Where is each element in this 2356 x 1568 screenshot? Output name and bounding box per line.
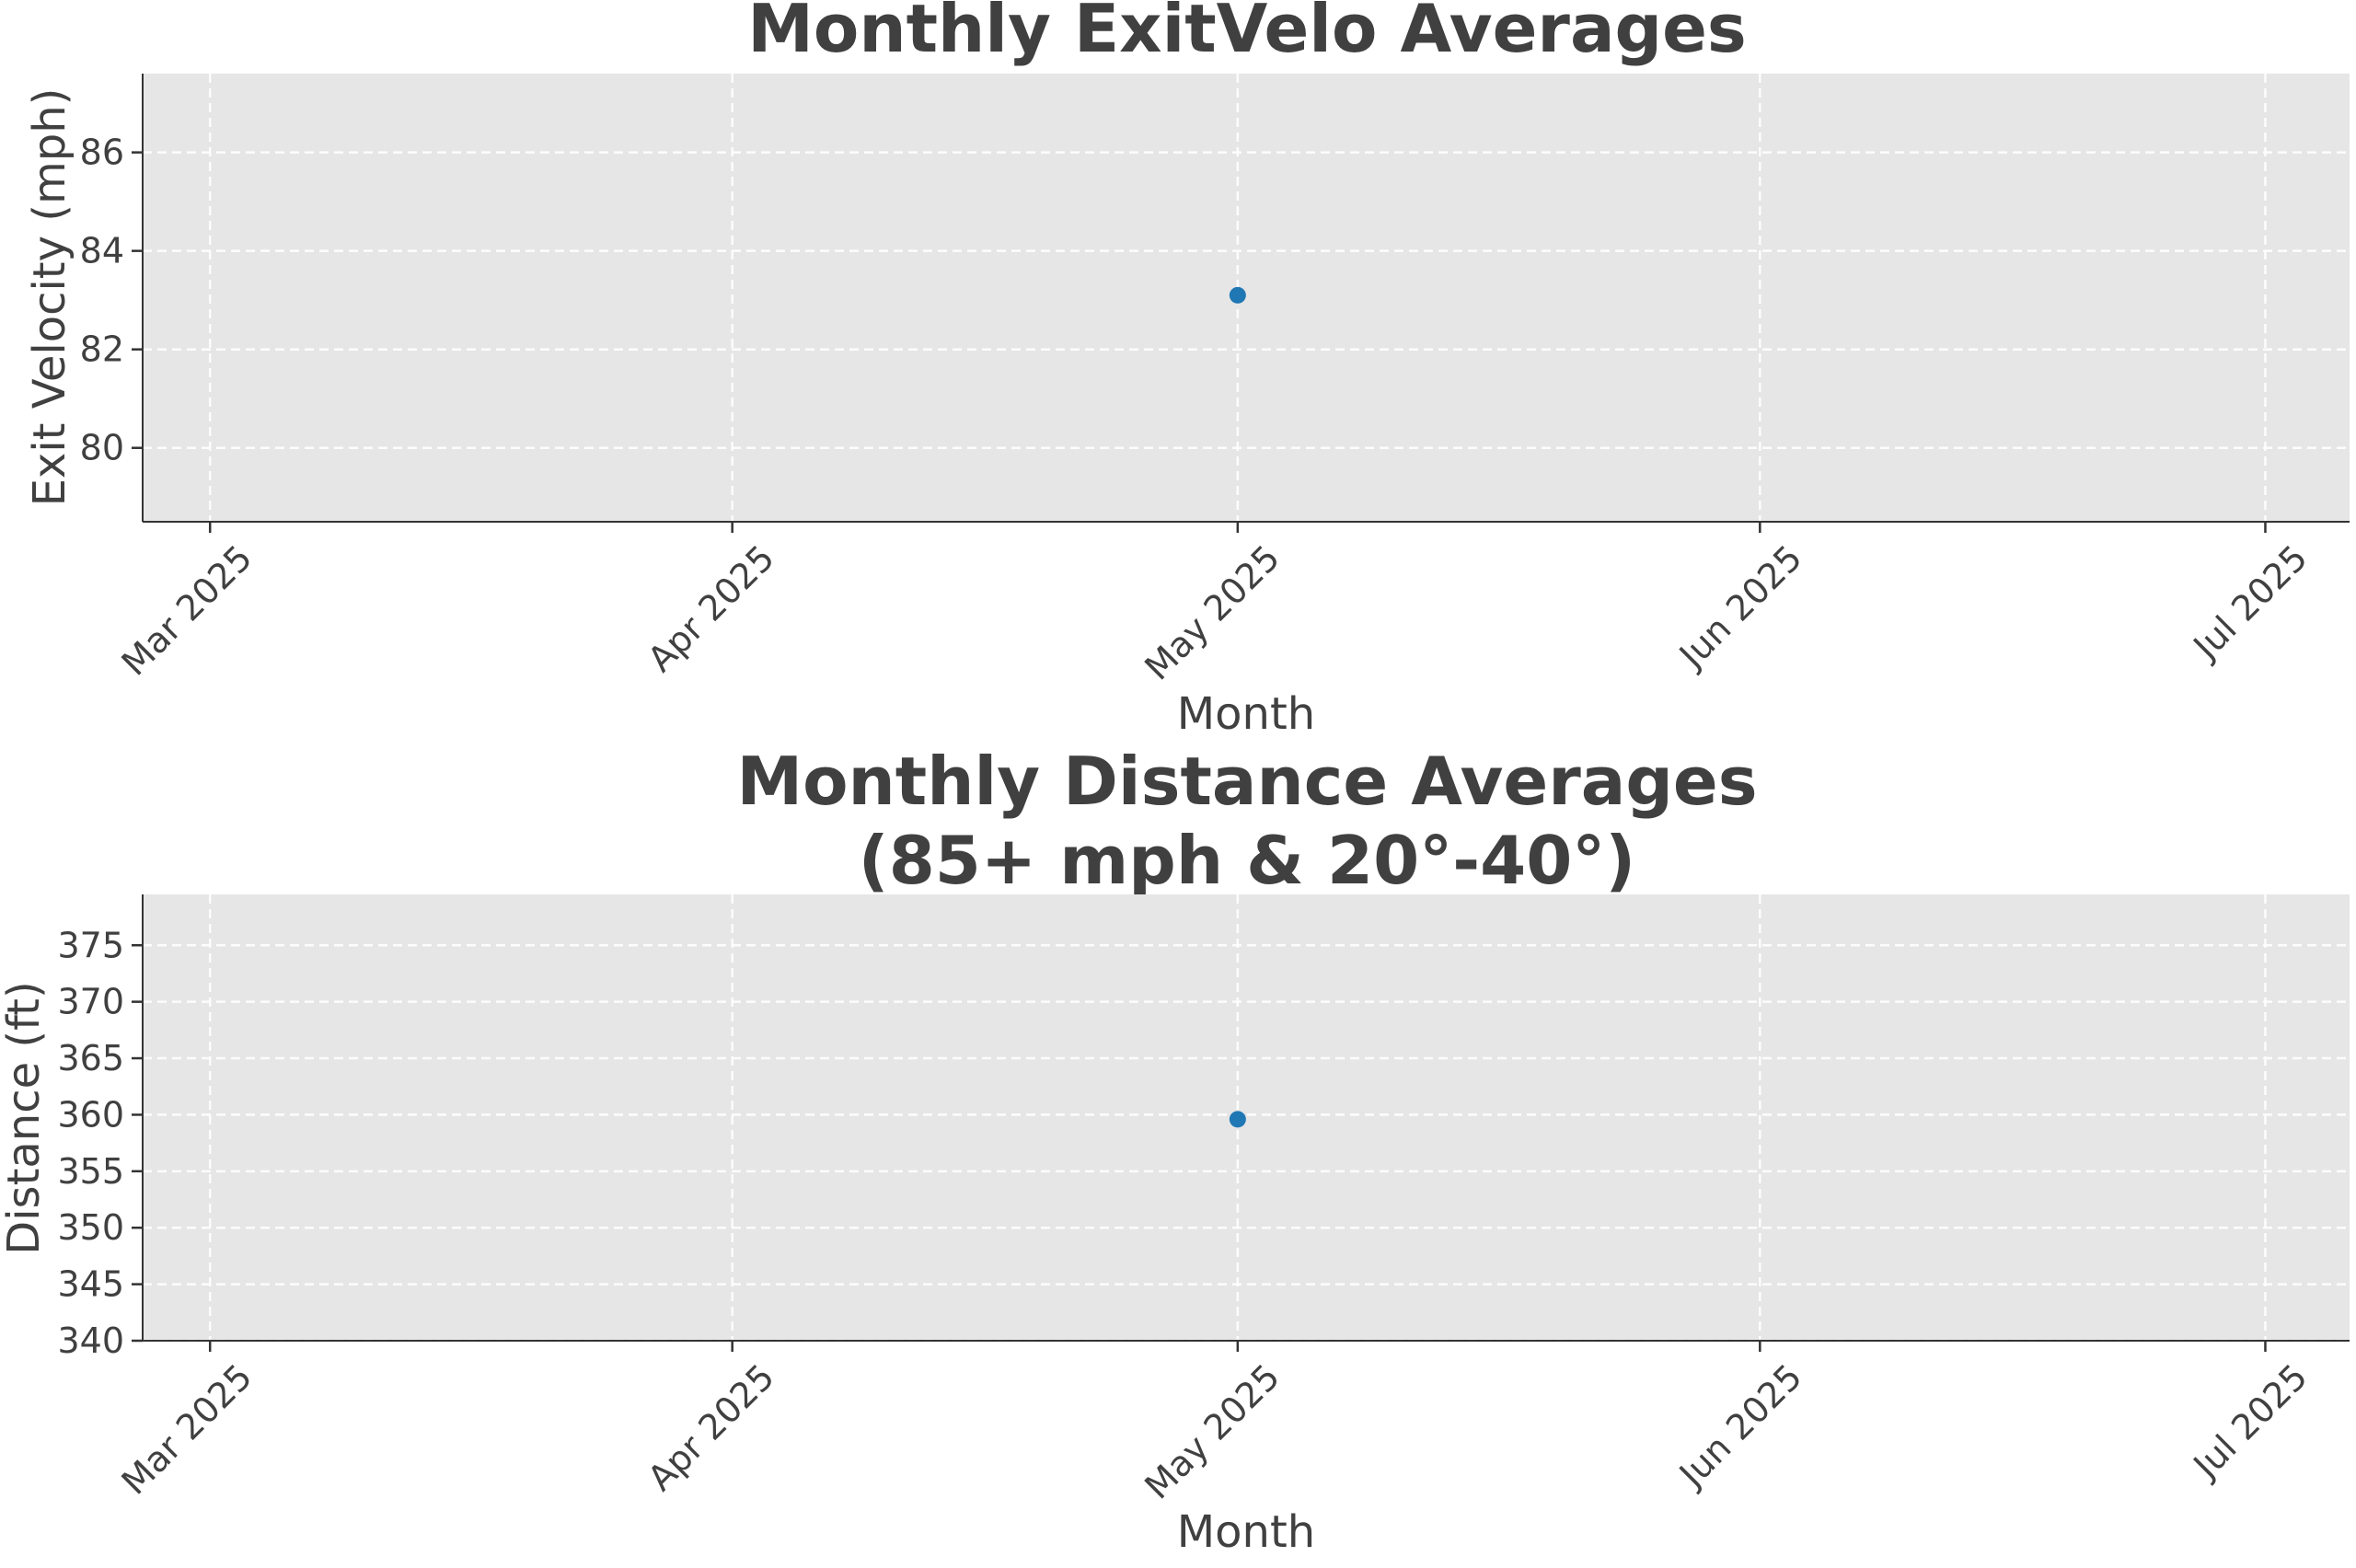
y-tick-label: 345 bbox=[57, 1264, 124, 1305]
y-tick-label: 355 bbox=[57, 1151, 124, 1192]
y-tick-label: 360 bbox=[57, 1094, 124, 1135]
x-tick-label: Mar 2025 bbox=[114, 1356, 260, 1503]
distance-chart: Monthly Distance Averages (85+ mph & 20°… bbox=[0, 743, 2350, 1558]
y-tick-label: 375 bbox=[57, 925, 124, 965]
plot-area bbox=[143, 894, 2350, 1341]
x-ticks: Mar 2025 Apr 2025 May 2025 Jun 2025 Jul 2025 bbox=[114, 522, 2316, 688]
chart-title: Monthly ExitVelo Averages bbox=[747, 0, 1747, 67]
chart-title-line-1: Monthly Distance Averages bbox=[736, 743, 1757, 820]
y-tick-label: 365 bbox=[57, 1038, 124, 1078]
y-tick-label: 350 bbox=[57, 1207, 124, 1248]
y-ticks: 80 82 84 86 bbox=[80, 133, 143, 468]
y-tick-label: 86 bbox=[80, 133, 124, 173]
data-point bbox=[1229, 1111, 1246, 1128]
x-tick-label: Apr 2025 bbox=[640, 1356, 782, 1499]
data-point bbox=[1229, 286, 1246, 304]
y-axis-label: Exit Velocity (mph) bbox=[24, 88, 75, 507]
y-axis-label: Distance (ft) bbox=[0, 981, 50, 1254]
x-tick-label: Jul 2025 bbox=[2185, 537, 2316, 668]
y-ticks: 340 345 350 355 360 365 370 375 bbox=[57, 925, 143, 1361]
data-points bbox=[1229, 1111, 1246, 1128]
x-tick-label: Apr 2025 bbox=[640, 537, 782, 680]
x-tick-label: Jun 2025 bbox=[1670, 1356, 1809, 1495]
x-tick-label: Jul 2025 bbox=[2185, 1356, 2316, 1487]
plot-area bbox=[143, 74, 2350, 522]
chart-title-line-2: (85+ mph & 20°-40°) bbox=[859, 822, 1635, 899]
y-tick-label: 84 bbox=[80, 231, 124, 271]
y-tick-label: 340 bbox=[57, 1320, 124, 1361]
x-axis-label: Month bbox=[1177, 1506, 1315, 1558]
exit-velo-chart: Monthly ExitVelo Averages 80 82 84 86 Mar 2… bbox=[24, 0, 2350, 740]
x-tick-label: Jun 2025 bbox=[1670, 537, 1809, 676]
y-tick-label: 82 bbox=[80, 329, 124, 370]
x-tick-label: May 2025 bbox=[1137, 537, 1288, 688]
data-points bbox=[1229, 286, 1246, 304]
x-axis-label: Month bbox=[1177, 688, 1315, 740]
y-tick-label: 370 bbox=[57, 982, 124, 1022]
x-ticks: Mar 2025 Apr 2025 May 2025 Jun 2025 Jul 2025 bbox=[114, 1341, 2316, 1507]
y-tick-label: 80 bbox=[80, 428, 124, 468]
x-gridlines bbox=[208, 894, 2267, 1341]
x-tick-label: Mar 2025 bbox=[114, 537, 260, 684]
x-tick-label: May 2025 bbox=[1137, 1356, 1288, 1507]
